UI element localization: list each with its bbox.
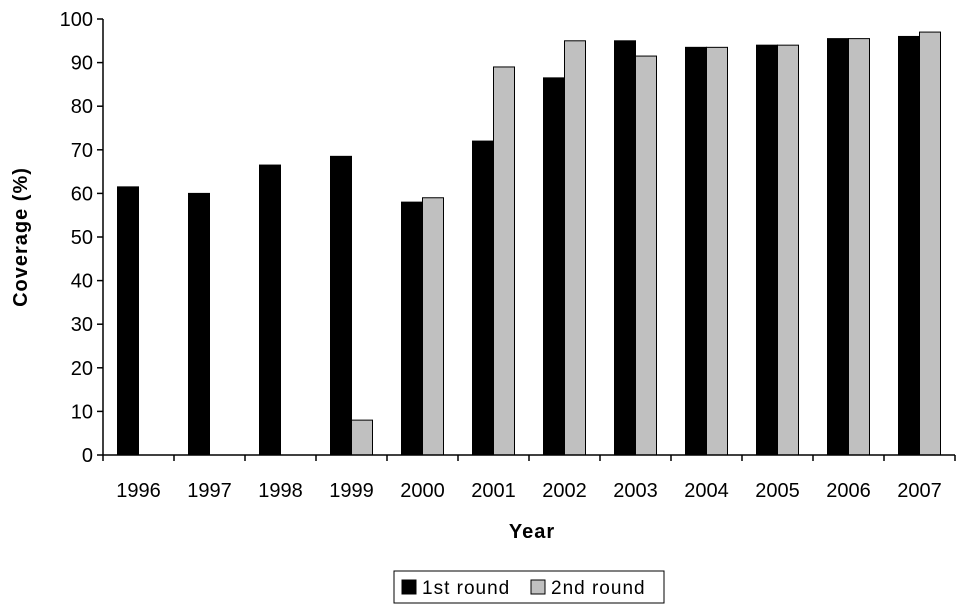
bar-first-round-2003	[614, 40, 636, 456]
bar-second-round-2000	[422, 197, 444, 456]
legend-label-second-round: 2nd round	[551, 578, 646, 599]
y-tick-label: 40	[71, 271, 93, 293]
y-tick-label: 70	[71, 140, 93, 162]
x-tick-label: 2002	[542, 480, 587, 502]
x-tick-label: 2007	[897, 480, 942, 502]
bar-first-round-2006	[827, 38, 849, 456]
bar-first-round-1996	[117, 186, 139, 456]
x-tick-label: 2006	[826, 480, 871, 502]
y-tick-label: 20	[71, 358, 93, 380]
x-tick-label: 2003	[613, 480, 658, 502]
x-tick-label: 1999	[329, 480, 374, 502]
y-tick-label: 80	[71, 96, 93, 118]
labels-layer: 0 10 20 30 40 50 60 70 80 90 100 1996 1997 1998 1999 20…	[60, 9, 942, 502]
bar-first-round-2002	[543, 77, 565, 456]
y-tick-label: 10	[71, 401, 93, 423]
x-tick-label: 1997	[187, 480, 232, 502]
y-tick-label: 60	[71, 183, 93, 205]
bar-first-round-2001	[472, 140, 494, 456]
axes-layer	[97, 18, 956, 461]
legend-box	[393, 570, 665, 604]
bars-layer	[117, 31, 941, 456]
bar-second-round-1999	[351, 419, 373, 456]
bar-second-round-2004	[706, 46, 728, 456]
bar-second-round-2007	[919, 31, 941, 456]
bar-first-round-1999	[330, 155, 352, 456]
bar-first-round-1998	[259, 164, 281, 456]
y-tick-label: 90	[71, 53, 93, 75]
x-axis-title: Year	[509, 521, 555, 543]
bar-second-round-2003	[635, 55, 657, 456]
bar-first-round-1997	[188, 192, 210, 456]
y-tick-label: 100	[60, 9, 93, 31]
y-tick-label: 50	[71, 227, 93, 249]
bar-first-round-2004	[685, 46, 707, 456]
x-tick-label: 1996	[116, 480, 161, 502]
bar-first-round-2007	[898, 35, 920, 456]
legend: 1st round 2nd round	[393, 570, 665, 604]
bar-first-round-2000	[401, 201, 423, 456]
legend-swatch-first-round	[401, 579, 417, 595]
x-tick-label: 1998	[258, 480, 303, 502]
y-axis-title: Coverage (%)	[10, 167, 32, 307]
bar-second-round-2001	[493, 66, 515, 456]
legend-label-first-round: 1st round	[422, 578, 510, 599]
x-tick-label: 2001	[471, 480, 516, 502]
y-tick-label: 30	[71, 314, 93, 336]
bar-first-round-2005	[756, 44, 778, 456]
x-tick-label: 2000	[400, 480, 445, 502]
bar-second-round-2006	[848, 38, 870, 456]
bar-second-round-2005	[777, 44, 799, 456]
x-tick-label: 2004	[684, 480, 729, 502]
bar-second-round-2002	[564, 40, 586, 456]
y-tick-label: 0	[82, 445, 93, 467]
legend-swatch-second-round	[530, 579, 546, 595]
x-tick-label: 2005	[755, 480, 800, 502]
